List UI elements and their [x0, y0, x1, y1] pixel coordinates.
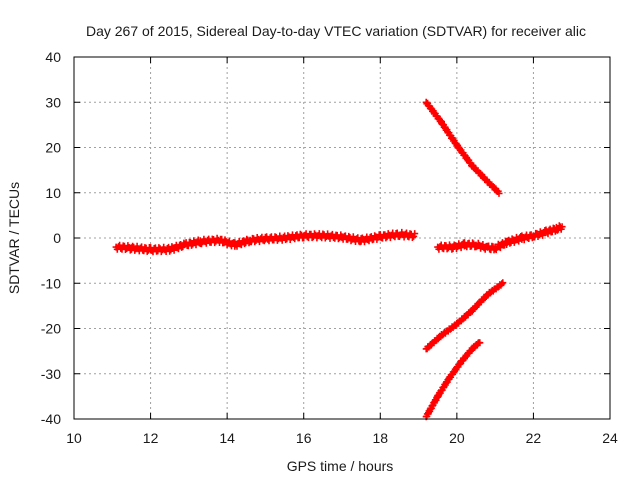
- x-tick-label: 12: [143, 430, 159, 446]
- x-tick-label: 24: [602, 430, 618, 446]
- y-tick-label: -20: [41, 321, 61, 337]
- y-tick-label: -10: [41, 275, 61, 291]
- chart-title: Day 267 of 2015, Sidereal Day-to-day VTE…: [86, 23, 586, 39]
- axis-ticks: [73, 56, 611, 420]
- data-series: [112, 228, 419, 256]
- x-tick-label: 10: [66, 430, 82, 446]
- y-tick-label: -40: [41, 411, 61, 427]
- y-tick-label: 40: [45, 49, 61, 65]
- data-series: [422, 339, 484, 421]
- y-axis-label: SDTVAR / TECUs: [6, 182, 22, 294]
- y-tick-label: 20: [45, 140, 61, 156]
- x-tick-label: 14: [219, 430, 235, 446]
- x-tick-label: 20: [449, 430, 465, 446]
- data-trace: [422, 279, 507, 353]
- y-tick-label: 10: [45, 185, 61, 201]
- data-series: [422, 279, 507, 353]
- data-trace: [422, 98, 503, 197]
- data-trace: [112, 228, 419, 256]
- data-trace: [434, 222, 566, 254]
- data-series: [422, 98, 503, 197]
- y-tick-label: -30: [41, 366, 61, 382]
- x-tick-label: 16: [296, 430, 312, 446]
- x-tick-label: 22: [526, 430, 542, 446]
- data-points: [112, 98, 566, 421]
- data-trace: [422, 339, 484, 421]
- data-series: [434, 222, 566, 254]
- x-tick-label: 18: [372, 430, 388, 446]
- x-axis-label: GPS time / hours: [287, 458, 394, 474]
- y-tick-label: 0: [53, 230, 61, 246]
- axis-tick-labels: 10 12 14 16 18 20 22 24 -40 -30 -20 -10 0 10 20 30 40: [41, 49, 618, 446]
- y-tick-label: 30: [45, 94, 61, 110]
